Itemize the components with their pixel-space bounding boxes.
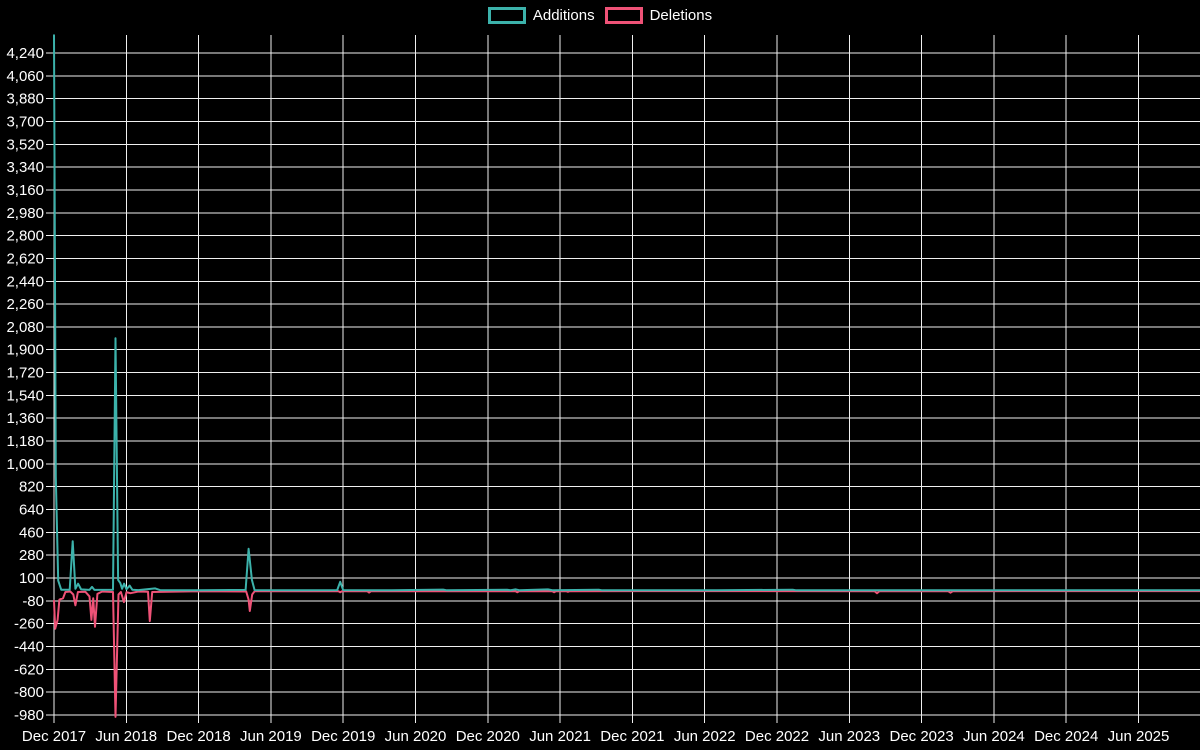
y-tick-label: 1,360 [6,410,44,427]
x-tick-label: Dec 2018 [166,728,230,745]
y-tick-label: 3,160 [6,182,44,199]
y-tick-label: 1,180 [6,433,44,450]
y-tick-label: 2,980 [6,205,44,222]
y-tick-label: 3,700 [6,113,44,130]
y-tick-label: 2,620 [6,250,44,267]
x-tick-label: Jun 2018 [95,728,157,745]
y-tick-label: 4,240 [6,45,44,62]
y-tick-label: 2,800 [6,228,44,245]
legend-label-additions: Additions [532,7,595,24]
y-tick-label: 280 [19,547,44,564]
y-tick-label: -440 [14,639,44,656]
x-tick-label: Jun 2023 [818,728,880,745]
x-tick-label: Jun 2024 [963,728,1025,745]
y-tick-label: -620 [14,661,44,678]
series-line-additions [53,34,1200,592]
y-tick-label: 4,060 [6,68,44,85]
legend-item-deletions[interactable]: Deletions [604,7,713,24]
x-tick-label: Dec 2022 [745,728,809,745]
y-tick-label: 3,520 [6,136,44,153]
legend-swatch-additions-icon [487,7,526,24]
y-tick-label: 100 [19,570,44,587]
x-tick-label: Jun 2021 [529,728,591,745]
legend-swatch-deletions-icon [604,7,643,24]
x-tick-label: Dec 2017 [22,728,86,745]
y-tick-label: 2,260 [6,296,44,313]
chart-legend: Additions Deletions [0,7,1200,24]
y-tick-label: 2,440 [6,273,44,290]
legend-item-additions[interactable]: Additions [487,7,595,24]
y-tick-label: -800 [14,684,44,701]
y-tick-label: 1,720 [6,365,44,382]
x-tick-label: Jun 2025 [1108,728,1170,745]
y-tick-label: 1,900 [6,342,44,359]
y-tick-label: 3,340 [6,159,44,176]
y-tick-label: 640 [19,502,44,519]
y-tick-label: 2,080 [6,319,44,336]
y-tick-label: -980 [14,707,44,724]
y-tick-label: -80 [22,593,44,610]
series-line-deletions [53,590,1200,718]
y-tick-label: -260 [14,616,44,633]
y-tick-label: 460 [19,524,44,541]
x-tick-label: Dec 2024 [1034,728,1098,745]
y-tick-label: 3,880 [6,91,44,108]
legend-label-deletions: Deletions [649,7,713,24]
x-tick-label: Dec 2019 [311,728,375,745]
x-tick-label: Jun 2020 [385,728,447,745]
x-tick-label: Dec 2023 [889,728,953,745]
y-tick-label: 820 [19,479,44,496]
x-tick-label: Dec 2020 [456,728,520,745]
x-tick-label: Dec 2021 [600,728,664,745]
x-tick-label: Jun 2022 [674,728,736,745]
y-tick-label: 1,540 [6,387,44,404]
x-tick-label: Jun 2019 [240,728,302,745]
y-tick-label: 1,000 [6,456,44,473]
